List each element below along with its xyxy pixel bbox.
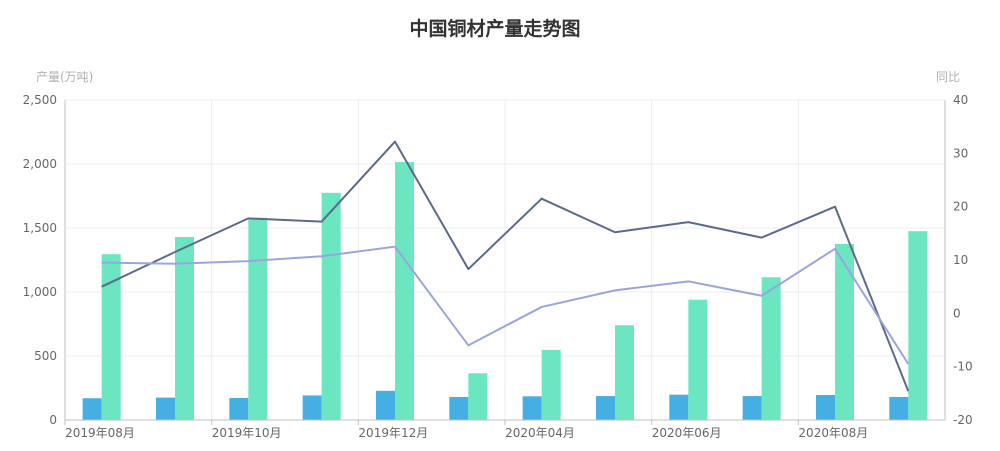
bar-series-1	[742, 396, 762, 420]
bar-series-1	[82, 398, 102, 420]
right-axis-name: 同比	[936, 70, 960, 84]
lines	[101, 140, 910, 392]
x-tick-label: 2020年08月	[798, 426, 868, 440]
bar-series-2	[761, 277, 781, 420]
bar-series-1	[229, 397, 249, 420]
bar-series-2	[468, 373, 488, 420]
axes: 0 500 1,000 1,500 2,000 2,500 -20 -10 0 10 20 30 40 2…	[23, 93, 973, 440]
bar-series-2	[688, 299, 708, 420]
right-tick-label: 0	[953, 306, 961, 320]
bar-series-1	[449, 396, 469, 420]
bar-series-2	[248, 217, 268, 420]
bars	[82, 162, 928, 420]
chart-title: 中国铜材产量走势图	[409, 17, 580, 40]
bar-series-2	[541, 349, 561, 420]
bar-series-1	[669, 394, 689, 420]
right-tick-label: 20	[953, 200, 968, 214]
bar-series-1	[889, 396, 909, 420]
bar-series-2	[835, 244, 854, 420]
left-tick-label: 500	[34, 349, 57, 363]
left-tick-label: 1,000	[23, 285, 57, 299]
bar-series-1	[816, 395, 835, 420]
bar-series-2	[321, 192, 341, 420]
bar-series-1	[302, 395, 322, 420]
left-tick-label: 2,500	[23, 93, 57, 107]
line-series-2	[101, 245, 910, 365]
right-tick-label: 10	[953, 253, 968, 267]
x-tick-label: 2020年06月	[652, 426, 722, 440]
left-tick-label: 1,500	[23, 221, 57, 235]
right-tick-label: -20	[953, 413, 973, 427]
x-tick-label: 2019年12月	[358, 426, 428, 440]
bar-series-1	[156, 397, 175, 420]
right-tick-label: 30	[953, 146, 968, 160]
x-tick-label: 2020年04月	[505, 426, 575, 440]
x-tick-label: 2019年10月	[212, 426, 282, 440]
left-tick-label: 2,000	[23, 157, 57, 171]
bar-series-1	[596, 396, 615, 420]
left-axis-name: 产量(万吨)	[36, 70, 93, 84]
grid	[64, 99, 945, 421]
bar-series-2	[908, 231, 928, 420]
right-tick-label: 40	[953, 93, 968, 107]
bar-series-2	[615, 325, 634, 420]
bar-series-1	[522, 396, 542, 420]
x-tick-label: 2019年08月	[65, 426, 135, 440]
bar-series-1	[376, 390, 395, 420]
bar-series-2	[101, 254, 121, 420]
left-tick-label: 0	[49, 413, 57, 427]
line-series-1	[101, 140, 910, 392]
bar-series-2	[395, 162, 414, 420]
right-tick-label: -10	[953, 360, 973, 374]
bar-series-2	[175, 236, 194, 420]
